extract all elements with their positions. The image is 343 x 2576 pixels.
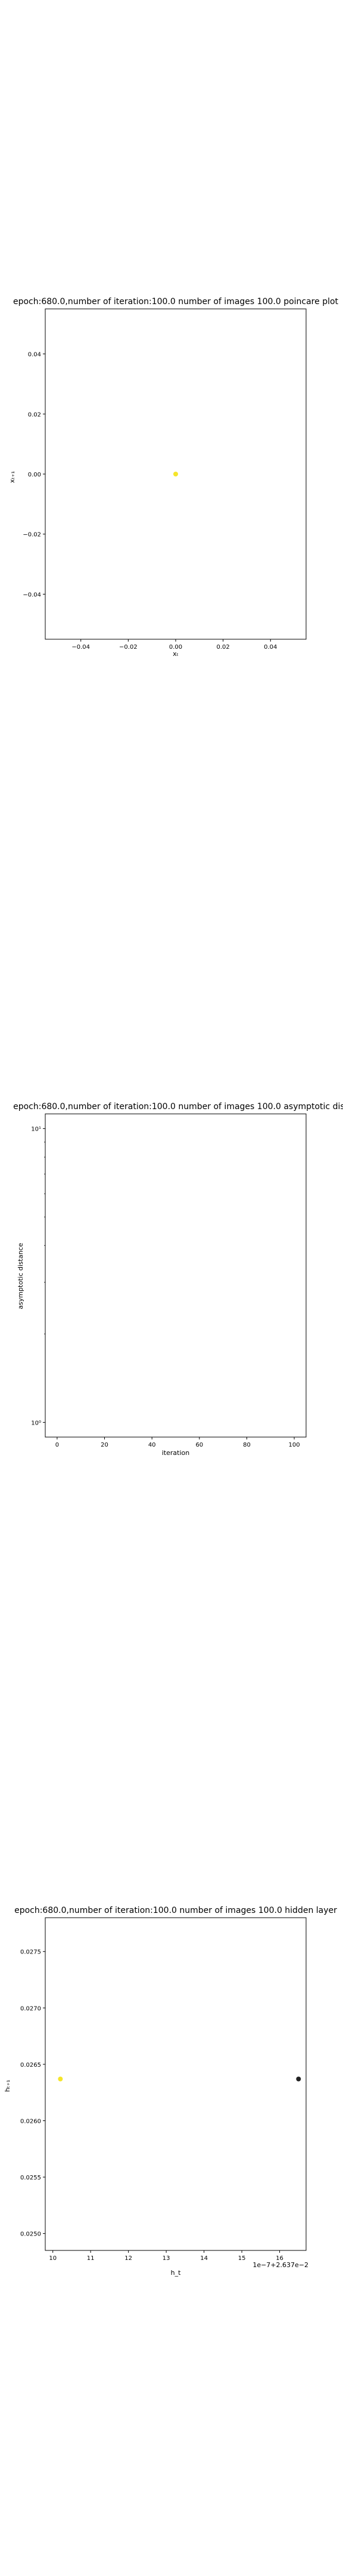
y-axis: 0.0250 0.0255 0.0260 0.0265 0.0270 0.0275 (20, 1949, 45, 2238)
y-tick-label: 0.0255 (20, 2175, 41, 2181)
x-tick-label: 20 (101, 1442, 108, 1448)
x-tick-label: 0.00 (169, 644, 182, 651)
x-tick-label: −0.02 (119, 644, 138, 651)
x-tick-label: 11 (87, 2255, 95, 2262)
poincare-plot: epoch:680.0,number of iteration:100.0 nu… (8, 297, 339, 658)
y-axis: 10⁰ 10¹ (31, 1126, 45, 1426)
x-axis-label: iteration (162, 1449, 189, 1457)
y-tick-label: 0.0270 (20, 2005, 41, 2012)
y-axis-label: xₜ₊₁ (8, 471, 16, 483)
x-tick-label: 12 (124, 2255, 132, 2262)
x-tick-label: 15 (238, 2255, 246, 2262)
x-axis-label: xₜ (173, 650, 179, 658)
x-axis-offset-label: 1e−7+2.637e−2 (252, 2261, 308, 2269)
y-axis: −0.04 −0.02 0.00 0.02 0.04 (23, 352, 45, 598)
x-tick-label: 80 (243, 1442, 251, 1448)
data-point (173, 472, 178, 476)
x-tick-label: 40 (148, 1442, 156, 1448)
plot-area (45, 1113, 307, 1438)
chart-title: epoch:680.0,number of iteration:100.0 nu… (14, 1906, 337, 1915)
y-tick-label: 0.02 (28, 411, 41, 418)
x-axis: 0 20 40 60 80 100 (55, 1437, 300, 1448)
y-tick-label: 10⁰ (31, 1420, 41, 1426)
plot-area (45, 1917, 307, 2251)
x-axis-label: h_t (171, 2269, 181, 2277)
x-tick-label: 100 (289, 1442, 300, 1448)
x-tick-label: 10 (49, 2255, 57, 2262)
y-axis-label: hₜ₊₁ (4, 2080, 11, 2092)
x-tick-label: 0.02 (217, 644, 230, 651)
data-points (58, 2076, 301, 2082)
data-point (58, 2076, 63, 2082)
chart-title: epoch:680.0,number of iteration:100.0 nu… (13, 297, 339, 306)
data-points (173, 472, 178, 476)
y-tick-label: 0.0250 (20, 2231, 41, 2238)
y-tick-label: 0.0265 (20, 2062, 41, 2069)
chart-title: epoch:680.0,number of iteration:100.0 nu… (13, 1102, 343, 1111)
x-tick-label: 60 (195, 1442, 203, 1448)
x-tick-label: 16 (276, 2255, 283, 2262)
data-point (296, 2076, 301, 2082)
x-tick-label: 13 (163, 2255, 170, 2262)
plot-frame (45, 1113, 307, 1438)
y-tick-label: 10¹ (31, 1126, 41, 1133)
x-tick-label: −0.04 (71, 644, 90, 651)
y-tick-label: 0.0260 (20, 2118, 41, 2125)
x-tick-label: 14 (200, 2255, 208, 2262)
y-axis-label: asymptotic distance (17, 1243, 24, 1309)
x-axis: 10 11 12 13 14 15 16 (49, 2250, 283, 2262)
x-tick-label: 0.04 (264, 644, 277, 651)
y-tick-label: −0.02 (23, 532, 41, 538)
x-tick-label: 0 (55, 1442, 59, 1448)
y-tick-label: −0.04 (23, 592, 41, 598)
x-axis: −0.04 −0.02 0.00 0.02 0.04 (71, 639, 277, 651)
y-tick-label: 0.0275 (20, 1949, 41, 1956)
hidden-layer-plot: epoch:680.0,number of iteration:100.0 nu… (4, 1906, 337, 2277)
y-tick-label: 0.04 (28, 352, 41, 358)
y-tick-label: 0.00 (28, 472, 41, 478)
plot-frame (45, 1917, 307, 2251)
asymptotic-distance-plot: epoch:680.0,number of iteration:100.0 nu… (13, 1102, 343, 1457)
